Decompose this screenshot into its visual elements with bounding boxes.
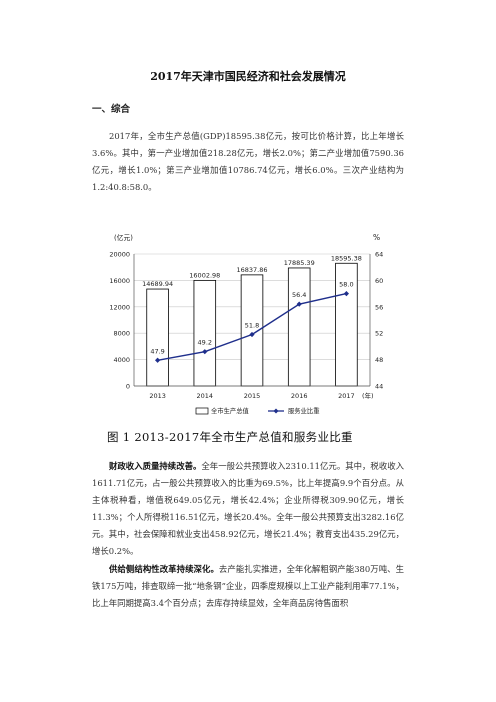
paragraph-body: 去产能扎实推进，全年化解粗钢产能380万吨、生铁175万吨，排查取缔一批“地条钢… (92, 564, 405, 608)
right-tick-label: 64 (375, 251, 383, 259)
line-value-label: 49.2 (198, 339, 212, 347)
x-tick-label: 2015 (244, 392, 261, 400)
chart-bars (146, 262, 358, 387)
x-tick-label: 2013 (149, 392, 166, 400)
bar (287, 267, 311, 387)
bar-value-label: 17885.39 (284, 259, 315, 267)
paragraph-finance: 财政收入质量持续改善。全年一般公共预算收入2310.11亿元。其中，税收收入16… (92, 458, 404, 560)
left-tick-label: 12000 (109, 303, 130, 311)
right-tick-label: 60 (375, 277, 383, 285)
paragraph-supply-side: 供给侧结构性改革持续深化。去产能扎实推进，全年化解粗钢产能380万吨、生铁175… (92, 561, 404, 612)
chart-labels: 14689.94 16002.98 16837.86 17885.39 18595.38… (142, 254, 362, 355)
right-tick-label: 52 (375, 330, 383, 338)
bar (146, 288, 169, 387)
section-heading: 一、综合 (92, 104, 131, 115)
gdp-chart: 0 4000 8000 12000 16000 20000 44 48 52 56 60 64 (亿元)… (109, 233, 383, 415)
paragraph-lead: 财政收入质量持续改善。 (109, 461, 202, 471)
line-value-label: 58.0 (339, 281, 353, 289)
chart-axes: 0 4000 8000 12000 16000 20000 44 48 52 56 60 64 (亿元)… (109, 233, 383, 400)
paragraph-body: 全年一般公共预算收入2310.11亿元。其中，税收收入1611.71亿元，占一般… (92, 461, 404, 556)
legend-bar-label: 全市生产总值 (211, 406, 249, 415)
right-tick-label: 48 (375, 356, 383, 364)
line-value-label: 56.4 (292, 291, 306, 299)
line-point (155, 357, 161, 363)
legend-line-marker (273, 408, 279, 414)
figure-caption: 图 1 2013-2017年全市生产总值和服务业比重 (107, 430, 353, 444)
left-tick-label: 4000 (113, 356, 130, 364)
bar-value-label: 18595.38 (331, 254, 362, 262)
line-value-label: 51.8 (245, 322, 259, 330)
legend-line-label: 服务业比重 (288, 406, 319, 415)
right-tick-label: 56 (375, 303, 383, 311)
line-point (202, 349, 208, 355)
bar-value-label: 14689.94 (142, 280, 173, 288)
left-tick-label: 8000 (113, 330, 130, 338)
x-axis-unit: (年) (362, 391, 374, 400)
right-axis-unit: % (373, 233, 380, 242)
bar-value-label: 16002.98 (189, 271, 220, 279)
chart-legend: 全市生产总值 服务业比重 (195, 406, 319, 415)
x-tick-label: 2014 (197, 392, 214, 400)
x-tick-label: 2016 (291, 392, 308, 400)
paragraph-overview: 2017年，全市生产总值(GDP)18595.38亿元，按可比价格计算，比上年增… (92, 131, 404, 192)
page-title: 2017年天津市国民经济和社会发展情况 (150, 70, 346, 83)
left-tick-label: 20000 (109, 251, 130, 259)
legend-bar-swatch (195, 407, 209, 415)
left-tick-label: 16000 (109, 277, 130, 285)
line-value-label: 47.9 (150, 347, 164, 355)
bar-value-label: 16837.86 (236, 266, 267, 274)
bar (193, 279, 217, 387)
right-tick-label: 44 (375, 383, 383, 391)
paragraph-lead: 供给侧结构性改革持续深化。 (109, 564, 219, 574)
left-tick-label: 0 (126, 383, 130, 391)
left-axis-unit: (亿元) (114, 233, 133, 242)
x-tick-label: 2017 (338, 392, 355, 400)
